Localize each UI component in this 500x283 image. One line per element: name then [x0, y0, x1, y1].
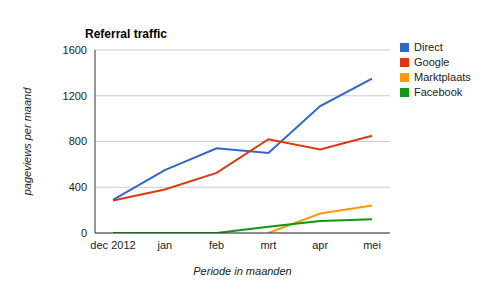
html-text:Facebook: Facebook [414, 86, 463, 98]
svg-text:jan: jan [156, 239, 172, 251]
svg-text:feb: feb [209, 239, 224, 251]
svg-text:pageviews per maand: pageviews per maand [21, 87, 33, 197]
html-text:Direct: Direct [414, 41, 443, 53]
svg-text:Periode in maanden: Periode in maanden [193, 265, 291, 277]
svg-text:0: 0 [81, 227, 87, 239]
html-text:Marktplaats: Marktplaats [414, 71, 471, 83]
svg-text:400: 400 [69, 181, 87, 193]
svg-text:1600: 1600 [63, 44, 87, 56]
svg-text:mrt: mrt [260, 239, 276, 251]
svg-text:800: 800 [69, 135, 87, 147]
svg-text:1200: 1200 [63, 90, 87, 102]
svg-text:apr: apr [312, 239, 328, 251]
html-text:Referral traffic: Referral traffic [85, 27, 167, 41]
html-text:Google: Google [414, 56, 450, 68]
svg-text:mei: mei [363, 239, 381, 251]
svg-text:dec 2012: dec 2012 [90, 239, 135, 251]
